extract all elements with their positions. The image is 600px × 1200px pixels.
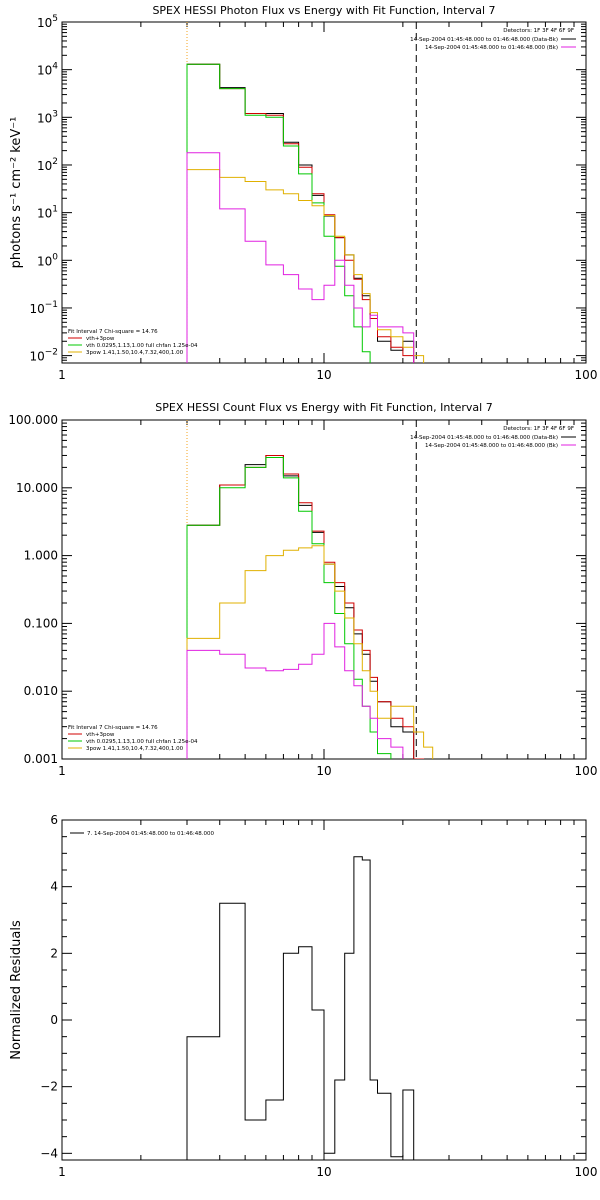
y-tick-label: 10−1 <box>29 300 58 316</box>
series-line <box>186 455 425 759</box>
y-tick-label: 10−2 <box>29 348 58 364</box>
y-tick-base: 10 <box>37 64 52 78</box>
x-tick-label: 100 <box>575 764 598 778</box>
series-line <box>186 545 434 759</box>
x-tick-label: 100 <box>575 368 598 382</box>
y-tick-exponent: −1 <box>45 300 58 310</box>
series-line <box>186 856 415 1160</box>
y-tick-label: 1.000 <box>24 549 58 563</box>
series-bk <box>186 622 404 759</box>
series-line <box>186 152 415 363</box>
y-tick-label: 100 <box>37 252 58 268</box>
y-tick-label: 6 <box>50 813 58 827</box>
series-vth-3pow <box>186 63 415 363</box>
series-bk <box>186 152 415 363</box>
series-line <box>186 63 371 363</box>
legend-entry-label: vth+3pow <box>86 336 115 342</box>
y-tick-exponent: 3 <box>52 109 58 119</box>
plot-frame <box>61 21 587 364</box>
series-line <box>186 63 415 363</box>
legend-entry-label: 3pow 1.41,1.50,10.4,7.32,400,1.00 <box>86 350 184 356</box>
legend-fit-header: Fit Interval 7 Chi-square = 14.76 <box>68 725 158 731</box>
series-line <box>186 455 415 759</box>
legend-entry-label: vth 0.0295,1.13,1.00 full chfan 1.25e-04 <box>86 343 198 349</box>
legend-entry-label: vth 0.0295,1.13,1.00 full chfan 1.25e-04 <box>86 739 198 745</box>
legend-entry-label: 14-Sep-2004 01:45:48.000 to 01:46:48.000… <box>410 37 558 43</box>
y-tick-base: 10 <box>37 207 52 221</box>
series-line <box>186 622 404 759</box>
y-axis-label: photons s⁻¹ cm⁻² keV⁻¹ <box>9 117 24 269</box>
count-flux-panel: SPEX HESSI Count Flux vs Energy with Fit… <box>8 401 598 778</box>
y-tick-base: 10 <box>37 16 52 30</box>
legend-detectors: Detectors: 1F 3F 4F 6F 9F <box>503 28 574 34</box>
series-vth <box>186 457 392 759</box>
series-line <box>186 63 415 363</box>
y-tick-base: 10 <box>37 254 52 268</box>
y-tick-label: 0 <box>50 1013 58 1027</box>
series-line <box>186 169 425 363</box>
y-tick-base: 10 <box>29 302 44 316</box>
legend-entry-label: 7. 14-Sep-2004 01:45:48.000 to 01:46:48.… <box>87 831 214 837</box>
photon-flux-panel: SPEX HESSI Photon Flux vs Energy with Fi… <box>9 4 598 382</box>
y-tick-base: 10 <box>29 350 44 364</box>
y-tick-label: 10.000 <box>16 481 58 495</box>
chart-title: SPEX HESSI Photon Flux vs Energy with Fi… <box>152 4 495 17</box>
legend-entry-label: 14-Sep-2004 01:45:48.000 to 01:46:48.000… <box>425 443 558 449</box>
y-tick-label: 101 <box>37 205 58 221</box>
legend-entry-label: vth+3pow <box>86 732 115 738</box>
series-vth <box>186 63 371 363</box>
y-tick-exponent: 1 <box>52 205 58 215</box>
y-tick-label: 2 <box>50 946 58 960</box>
y-tick-base: 10 <box>37 111 52 125</box>
series-3pow <box>186 545 434 759</box>
series-residuals <box>186 856 415 1160</box>
y-tick-label: 104 <box>37 62 58 78</box>
y-tick-exponent: 0 <box>52 252 58 262</box>
y-tick-label: 105 <box>37 14 58 30</box>
x-tick-label: 10 <box>316 1165 331 1179</box>
series-vth-3pow <box>186 455 425 759</box>
legend-entry-label: 3pow 1.41,1.50,10.4,7.32,400,1.00 <box>86 746 184 752</box>
residuals-panel: 1 10 100 6 4 2 0 −2 −4 Normalized Residuals 7. 14-… <box>9 813 598 1179</box>
y-tick-label: 100.000 <box>8 413 58 427</box>
series-data-bk <box>186 63 415 363</box>
x-tick-label: 1 <box>58 1165 66 1179</box>
y-tick-exponent: 5 <box>52 14 58 24</box>
x-tick-label: 10 <box>316 764 331 778</box>
y-tick-label: 0.100 <box>24 616 58 630</box>
x-tick-label: 100 <box>575 1165 598 1179</box>
y-tick-label: 102 <box>37 157 58 173</box>
x-tick-label: 10 <box>316 368 331 382</box>
x-tick-label: 1 <box>58 764 66 778</box>
plot-frame <box>61 419 587 760</box>
y-axis-label: Normalized Residuals <box>9 920 24 1060</box>
legend-detectors: Detectors: 1F 3F 4F 6F 9F <box>503 426 574 432</box>
y-tick-label: −2 <box>40 1080 58 1094</box>
series-line <box>186 457 392 759</box>
y-tick-base: 10 <box>37 159 52 173</box>
chart-title: SPEX HESSI Count Flux vs Energy with Fit… <box>155 401 492 414</box>
y-tick-exponent: −2 <box>45 348 58 358</box>
y-tick-label: 0.001 <box>24 752 58 766</box>
y-tick-label: 0.010 <box>24 684 58 698</box>
y-tick-exponent: 2 <box>52 157 58 167</box>
series-3pow <box>186 169 425 363</box>
y-tick-exponent: 4 <box>52 62 58 72</box>
legend-entry-label: 14-Sep-2004 01:45:48.000 to 01:46:48.000… <box>410 435 558 441</box>
x-tick-label: 1 <box>58 368 66 382</box>
series-data-bk <box>186 455 415 759</box>
y-tick-label: −4 <box>40 1146 58 1160</box>
legend-entry-label: 14-Sep-2004 01:45:48.000 to 01:46:48.000… <box>425 45 558 51</box>
legend-fit-header: Fit Interval 7 Chi-square = 14.76 <box>68 329 158 335</box>
y-tick-label: 4 <box>50 880 58 894</box>
y-tick-label: 103 <box>37 109 58 125</box>
